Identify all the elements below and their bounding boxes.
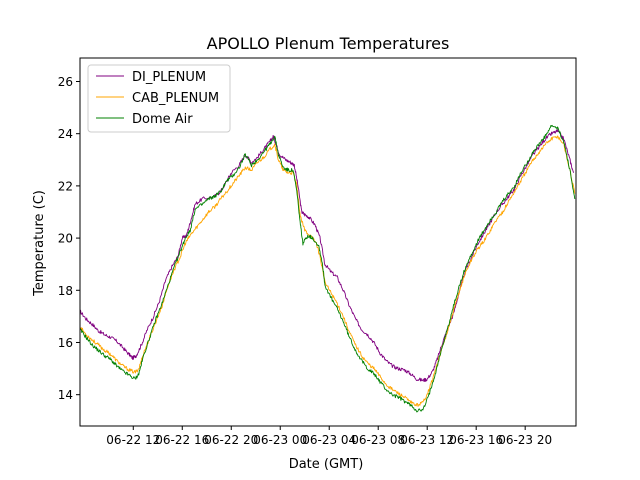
legend-label-di-plenum: DI_PLENUM: [132, 70, 206, 85]
series-line-dome-air: [79, 124, 576, 413]
y-axis-label: Temperature (C): [32, 190, 47, 297]
legend: DI_PLENUM CAB_PLENUM Dome Air: [87, 64, 231, 133]
y-tick-label: 14: [58, 388, 73, 402]
x-tick-label: 06-23 16: [449, 433, 503, 447]
x-tick-label: 06-23 12: [400, 433, 454, 447]
legend-label-dome-air: Dome Air: [132, 112, 193, 127]
y-tick-label: 24: [58, 127, 73, 141]
x-tick-label: 06-22 20: [204, 433, 258, 447]
x-tick-label: 06-23 00: [253, 433, 307, 447]
y-tick-label: 20: [58, 232, 73, 246]
x-tick-label: 06-23 20: [498, 433, 552, 447]
legend-label-cab-plenum: CAB_PLENUM: [132, 91, 219, 106]
x-tick-label: 06-22 12: [106, 433, 160, 447]
y-axis-ticks: 14 16 18 20 22 24 26: [58, 75, 80, 402]
x-tick-label: 06-22 16: [155, 433, 209, 447]
plot-lines: [79, 124, 576, 413]
plot-frame: [79, 57, 577, 427]
legend-box: [87, 64, 231, 133]
x-tick-label: 06-23 08: [351, 433, 405, 447]
x-tick-label: 06-23 04: [302, 433, 356, 447]
y-tick-label: 18: [58, 284, 73, 298]
x-axis-label: Date (GMT): [289, 457, 364, 472]
y-tick-label: 16: [58, 336, 73, 350]
chart-title: APOLLO Plenum Temperatures: [207, 34, 450, 53]
y-tick-label: 22: [58, 179, 73, 193]
y-tick-label: 26: [58, 75, 73, 89]
